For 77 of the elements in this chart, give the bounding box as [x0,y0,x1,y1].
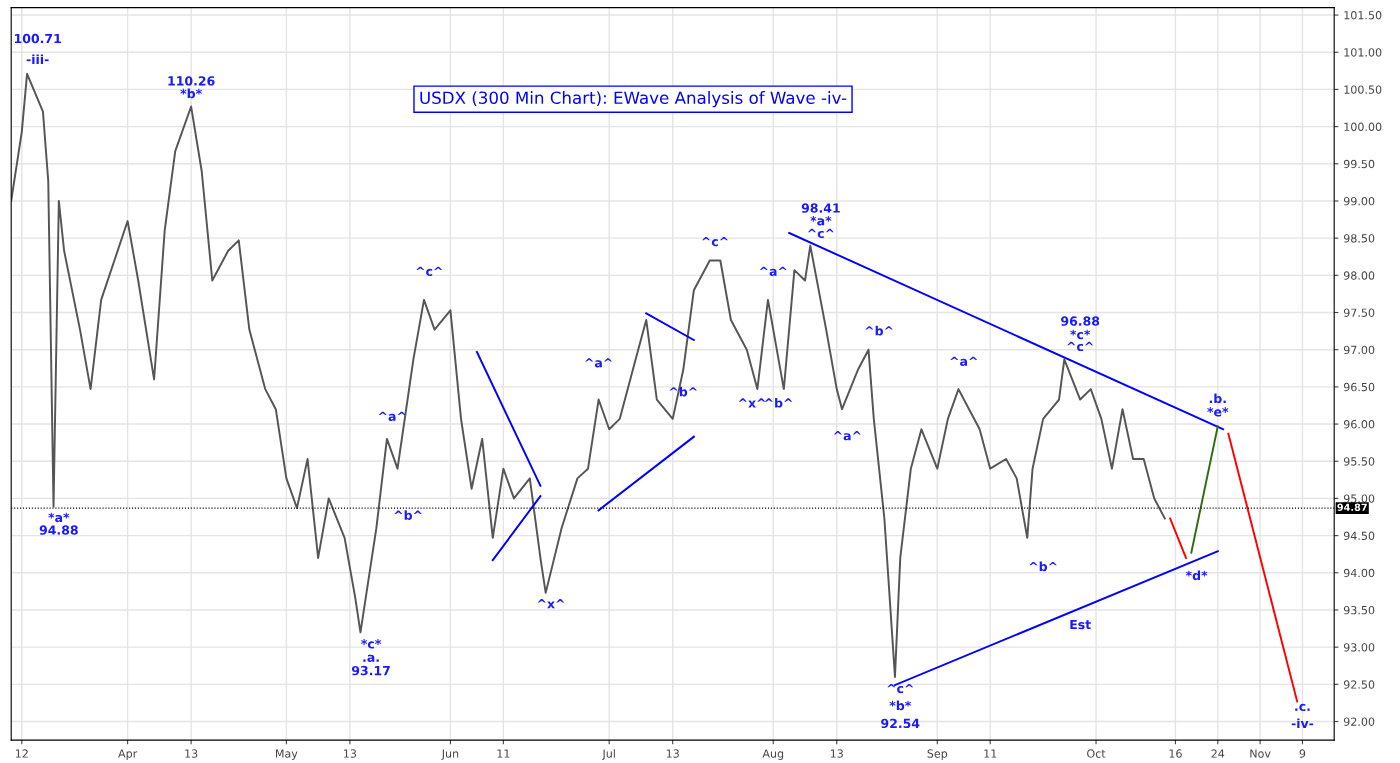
y-tick-label: 101.50 [1344,11,1382,20]
x-tick-label: 13 [185,749,198,758]
x-tick-label: 13 [830,749,843,758]
annotation: ^b^ [865,325,893,336]
annotation: ^c^ [416,266,443,276]
annotation: -iii- [26,54,49,64]
annotation: *d* [1185,570,1208,581]
annotation: .c. [1295,703,1310,712]
annotation: *a* [810,215,832,226]
annotation: Est [1070,619,1091,630]
x-tick-label: 24 [1211,749,1225,758]
annotation: 93.17 [351,665,390,676]
x-tick-label: Nov [1250,749,1271,758]
y-tick-label: 92.00 [1343,717,1375,726]
annotation: ^b^ [1029,561,1057,572]
y-tick-label: 99.00 [1343,196,1375,206]
annotation: ^x^ [738,398,766,408]
y-tick-label: 97.50 [1343,308,1375,317]
y-tick-label: 96.50 [1343,382,1375,392]
annotation: ^x^ [537,599,565,609]
y-tick-label: 94.50 [1343,531,1375,540]
line-series [11,72,1166,678]
x-tick-label: Aug [762,749,784,760]
y-tick-label: 100.50 [1344,85,1382,94]
annotation: *a* [48,512,70,523]
annotation: ^c^ [1067,341,1094,352]
x-tick-label: 13 [344,749,357,758]
y-tick-label: 95.50 [1343,457,1375,466]
annotation: ^b^ [394,510,422,520]
x-tick-label: Sep [927,749,948,760]
annotation: *b* [180,88,202,99]
annotation: 110.26 [168,76,215,86]
annotation: ^a^ [759,266,787,276]
x-tick-label: 9 [1299,749,1306,758]
y-tick-label: 93.00 [1343,643,1375,652]
annotation: ^a^ [833,431,861,441]
annotation: ^c^ [702,236,728,247]
annotation: *e* [1207,407,1229,417]
x-tick-label: Oct [1087,749,1106,758]
y-tick-label: 97.00 [1343,345,1375,355]
x-tick-label: Jun [441,749,459,760]
annotation: 92.54 [881,718,920,729]
annotation: *b* [889,700,912,711]
y-tick-label: 93.50 [1343,605,1375,615]
y-tick-label: 96.00 [1343,420,1375,429]
annotation: ^c^ [807,228,834,239]
y-tick-label: 92.50 [1343,680,1375,689]
annotation: -iv- [1291,718,1314,728]
y-tick-label: 100.00 [1344,122,1382,131]
x-tick-label: Jul [601,749,615,760]
x-tick-label: May [275,749,298,760]
annotation: 100.71 [14,33,61,44]
x-tick-label: 13 [666,749,679,758]
annotation: ^a^ [950,356,978,366]
annotation: ^c^ [887,683,914,694]
annotation: 96.88 [1061,316,1100,326]
annotation: 98.41 [801,203,840,213]
annotation: *c* [1070,329,1091,340]
annotation: .b. [1209,393,1226,404]
y-tick-label: 101.00 [1344,48,1382,57]
y-tick-label: 94.00 [1343,568,1375,578]
y-tick-label: 99.50 [1343,159,1375,169]
y-tick-label: 95.00 [1343,494,1375,503]
x-tick-label: 11 [984,749,997,758]
y-tick-label: 98.00 [1343,271,1375,280]
annotation: *c* [361,639,382,649]
text: USDX (300 Min Chart): EWave Analysis of Wave -iv- [420,91,847,108]
annotation: ^b^ [764,397,793,408]
x-tick-label: 11 [497,749,510,758]
annotation: .a. [363,654,379,662]
x-tick-label: 16 [1169,749,1182,758]
annotation: ^a^ [585,358,613,368]
y-tick-label: 98.50 [1343,234,1375,243]
x-tick-label: 12 [15,749,28,758]
annotation: 94.88 [39,525,78,535]
ref-line-label: 94.87 [1337,503,1367,511]
x-tick-label: Apr [118,749,138,760]
